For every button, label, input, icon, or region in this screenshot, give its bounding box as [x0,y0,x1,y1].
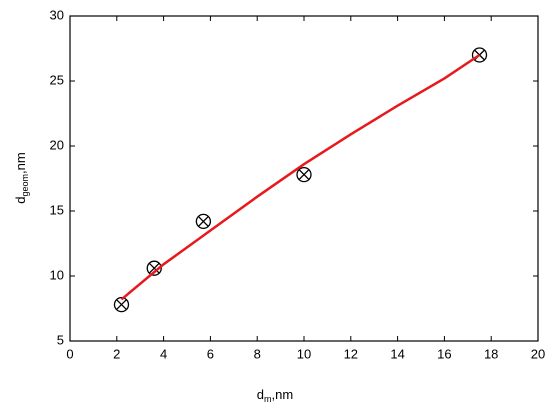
x-tick-label: 18 [484,346,498,361]
x-tick-label: 14 [390,346,404,361]
plot-frame [69,15,539,342]
y-axis-label: dgeom,nm [13,152,30,203]
y-label-sub: geom [20,174,30,197]
y-tick-label: 25 [50,72,64,87]
x-axis-label: dm,nm [257,387,293,404]
y-tick-label: 20 [50,137,64,152]
x-tick-label: 8 [254,346,261,361]
x-tick-label: 12 [344,346,358,361]
data-point [296,166,312,183]
x-tick-label: 0 [66,346,73,361]
x-tick-label: 20 [531,346,545,361]
x-label-main: d [257,387,264,402]
data-point [195,213,212,230]
data-point [113,296,130,313]
x-label-unit: ,nm [272,387,294,402]
x-label-sub: m [264,394,272,404]
y-tick-label: 30 [50,7,64,22]
x-tick-label: 2 [113,346,120,361]
fit-line [120,53,481,301]
x-tick-label: 10 [297,346,311,361]
y-tick-label: 10 [50,267,64,282]
y-tick-label: 5 [57,332,64,347]
y-label-main: d [13,196,28,203]
data-point [146,260,162,276]
x-tick-label: 6 [207,346,214,361]
x-tick-label: 4 [160,346,167,361]
x-tick-label: 16 [437,346,451,361]
y-tick-label: 15 [50,202,64,217]
y-label-unit: ,nm [13,152,28,174]
